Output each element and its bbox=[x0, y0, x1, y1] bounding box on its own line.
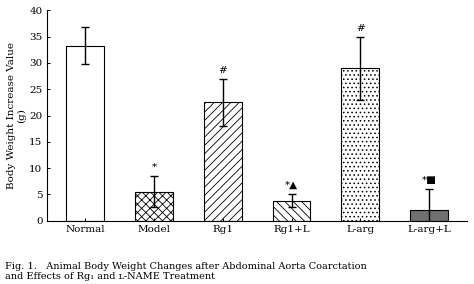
Text: *: * bbox=[152, 163, 157, 172]
Bar bbox=[341, 68, 379, 221]
Bar bbox=[273, 201, 310, 221]
Text: *■: *■ bbox=[422, 176, 437, 185]
Bar bbox=[410, 210, 448, 221]
Y-axis label: Body Weight Increase Value
(g): Body Weight Increase Value (g) bbox=[7, 42, 27, 189]
Bar bbox=[204, 103, 242, 221]
Text: Fig. 1.   Animal Body Weight Changes after Abdominal Aorta Coarctation
and Effec: Fig. 1. Animal Body Weight Changes after… bbox=[5, 262, 366, 281]
Text: #: # bbox=[356, 24, 365, 32]
Bar bbox=[66, 46, 104, 221]
Text: *▲: *▲ bbox=[285, 181, 298, 190]
Bar bbox=[135, 192, 173, 221]
Text: #: # bbox=[219, 66, 227, 74]
